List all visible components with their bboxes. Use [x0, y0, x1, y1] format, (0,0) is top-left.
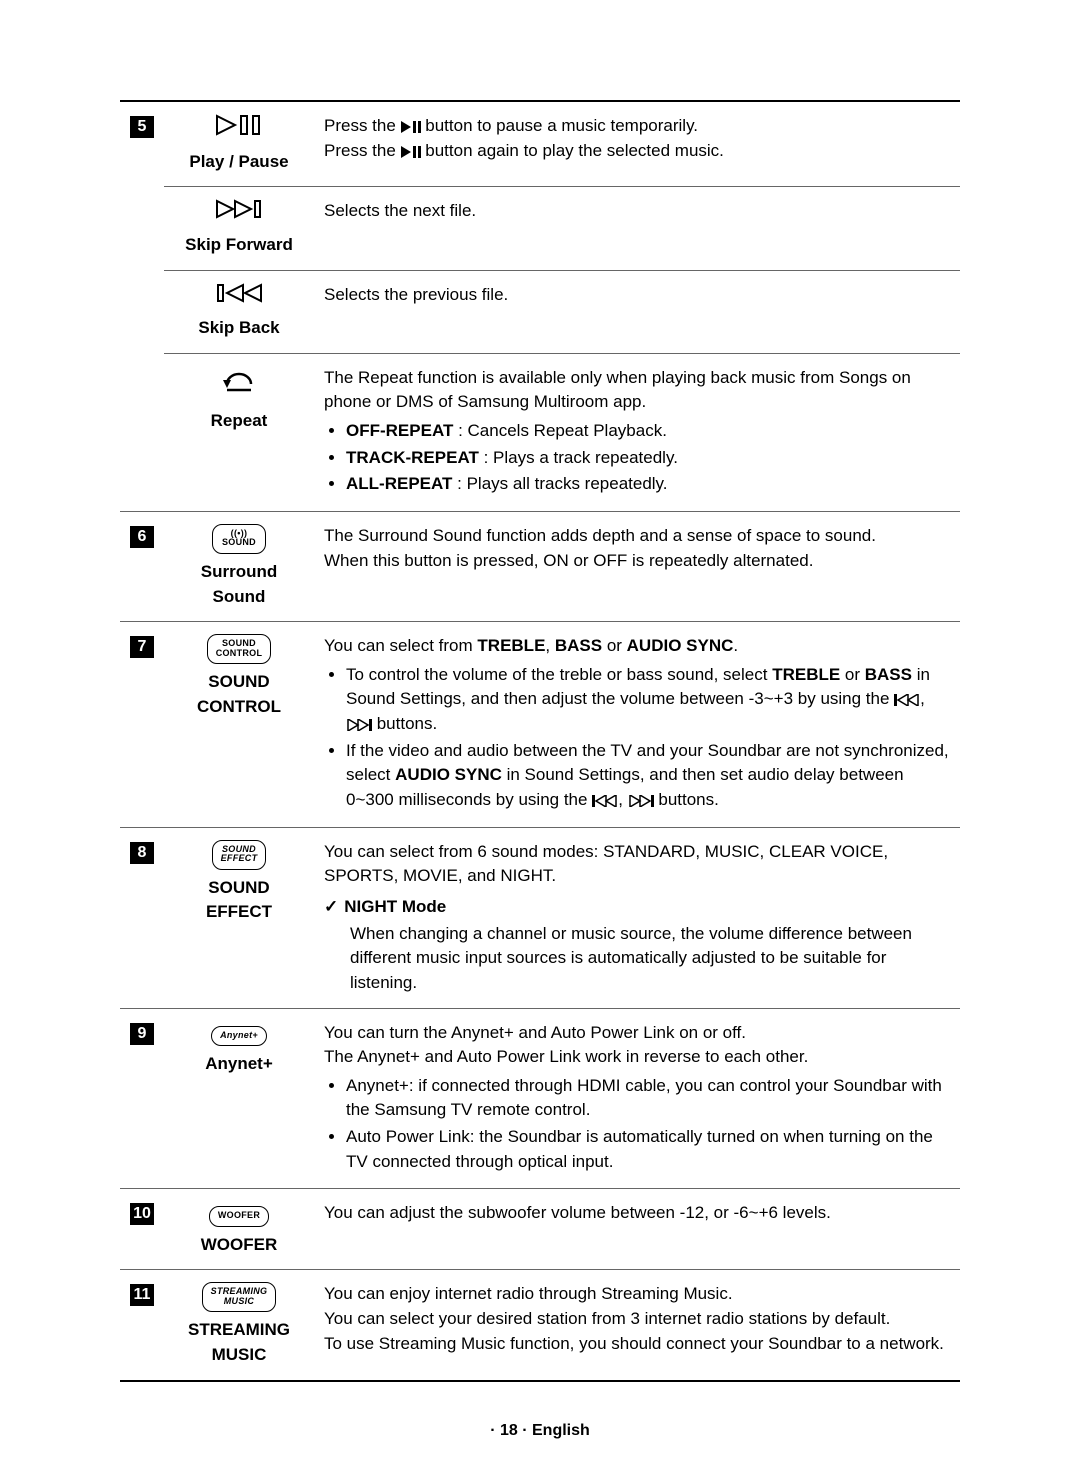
label-woofer: WOOFER WOOFER [164, 1189, 314, 1270]
label-text: Skip Forward [174, 233, 304, 258]
label-streaming: STREAMINGMUSIC STREAMING MUSIC [164, 1270, 314, 1381]
label-sound-effect: SOUNDEFFECT SOUND EFFECT [164, 827, 314, 1008]
row-anynet: 9 Anynet+ Anynet+ You can turn the Anyne… [120, 1008, 960, 1189]
row-repeat: Repeat The Repeat function is available … [120, 353, 960, 511]
repeat-icon [174, 366, 304, 404]
num-badge: 5 [130, 116, 154, 138]
num-badge: 11 [130, 1284, 154, 1306]
row-sound-control: 7 SOUNDCONTROL SOUND CONTROL You can sel… [120, 622, 960, 827]
num-cell-11: 11 [120, 1270, 164, 1381]
row-sound-effect: 8 SOUNDEFFECT SOUND EFFECT You can selec… [120, 827, 960, 1008]
skip-forward-icon [174, 199, 304, 227]
num-cell-5: 5 [120, 101, 164, 512]
functions-table: 5 Play / Pause Press the button to pause… [120, 100, 960, 1382]
play-pause-icon [174, 114, 304, 144]
num-badge: 6 [130, 526, 154, 548]
num-cell-7: 7 [120, 622, 164, 827]
woofer-button-icon: WOOFER [174, 1201, 304, 1226]
num-cell-6: 6 [120, 512, 164, 622]
label-skip-forward: Skip Forward [164, 187, 314, 270]
desc-surround: The Surround Sound function adds depth a… [314, 512, 960, 622]
desc-sound-effect: You can select from 6 sound modes: STAND… [314, 827, 960, 1008]
num-cell-8: 8 [120, 827, 164, 1008]
anynet-button-icon: Anynet+ [174, 1021, 304, 1046]
desc-sound-control: You can select from TREBLE, BASS or AUDI… [314, 622, 960, 827]
label-repeat: Repeat [164, 353, 314, 511]
label-text: STREAMING MUSIC [174, 1318, 304, 1367]
row-play-pause: 5 Play / Pause Press the button to pause… [120, 101, 960, 187]
num-cell-9: 9 [120, 1008, 164, 1189]
desc-repeat: The Repeat function is available only wh… [314, 353, 960, 511]
desc-streaming: You can enjoy internet radio through Str… [314, 1270, 960, 1381]
row-streaming: 11 STREAMINGMUSIC STREAMING MUSIC You ca… [120, 1270, 960, 1381]
label-text: Anynet+ [174, 1052, 304, 1077]
label-anynet: Anynet+ Anynet+ [164, 1008, 314, 1189]
desc-woofer: You can adjust the subwoofer volume betw… [314, 1189, 960, 1270]
label-skip-back: Skip Back [164, 270, 314, 353]
skip-back-icon [174, 283, 304, 311]
num-badge: 8 [130, 842, 154, 864]
label-surround: ((•))SOUND Surround Sound [164, 512, 314, 622]
row-skip-forward: Skip Forward Selects the next file. [120, 187, 960, 270]
label-sound-control: SOUNDCONTROL SOUND CONTROL [164, 622, 314, 827]
desc-play-pause: Press the button to pause a music tempor… [314, 101, 960, 187]
label-text: SOUND CONTROL [174, 670, 304, 719]
label-text: SOUND EFFECT [174, 876, 304, 925]
streaming-button-icon: STREAMINGMUSIC [174, 1282, 304, 1312]
label-play-pause: Play / Pause [164, 101, 314, 187]
label-text: Skip Back [174, 316, 304, 341]
label-text: Play / Pause [174, 150, 304, 175]
num-badge: 10 [130, 1203, 154, 1225]
desc-anynet: You can turn the Anynet+ and Auto Power … [314, 1008, 960, 1189]
row-woofer: 10 WOOFER WOOFER You can adjust the subw… [120, 1189, 960, 1270]
row-skip-back: Skip Back Selects the previous file. [120, 270, 960, 353]
num-badge: 9 [130, 1023, 154, 1045]
num-badge: 7 [130, 636, 154, 658]
manual-page: 5 Play / Pause Press the button to pause… [0, 0, 1080, 1480]
row-surround: 6 ((•))SOUND Surround Sound The Surround… [120, 512, 960, 622]
label-text: Repeat [174, 409, 304, 434]
label-text: WOOFER [174, 1233, 304, 1258]
label-text: Surround Sound [174, 560, 304, 609]
sound-effect-button-icon: SOUNDEFFECT [174, 840, 304, 870]
num-cell-10: 10 [120, 1189, 164, 1270]
page-footer: · 18 · English [120, 1422, 960, 1440]
surround-button-icon: ((•))SOUND [174, 524, 304, 554]
desc-skip-back: Selects the previous file. [314, 270, 960, 353]
sound-control-button-icon: SOUNDCONTROL [174, 634, 304, 664]
desc-skip-forward: Selects the next file. [314, 187, 960, 270]
